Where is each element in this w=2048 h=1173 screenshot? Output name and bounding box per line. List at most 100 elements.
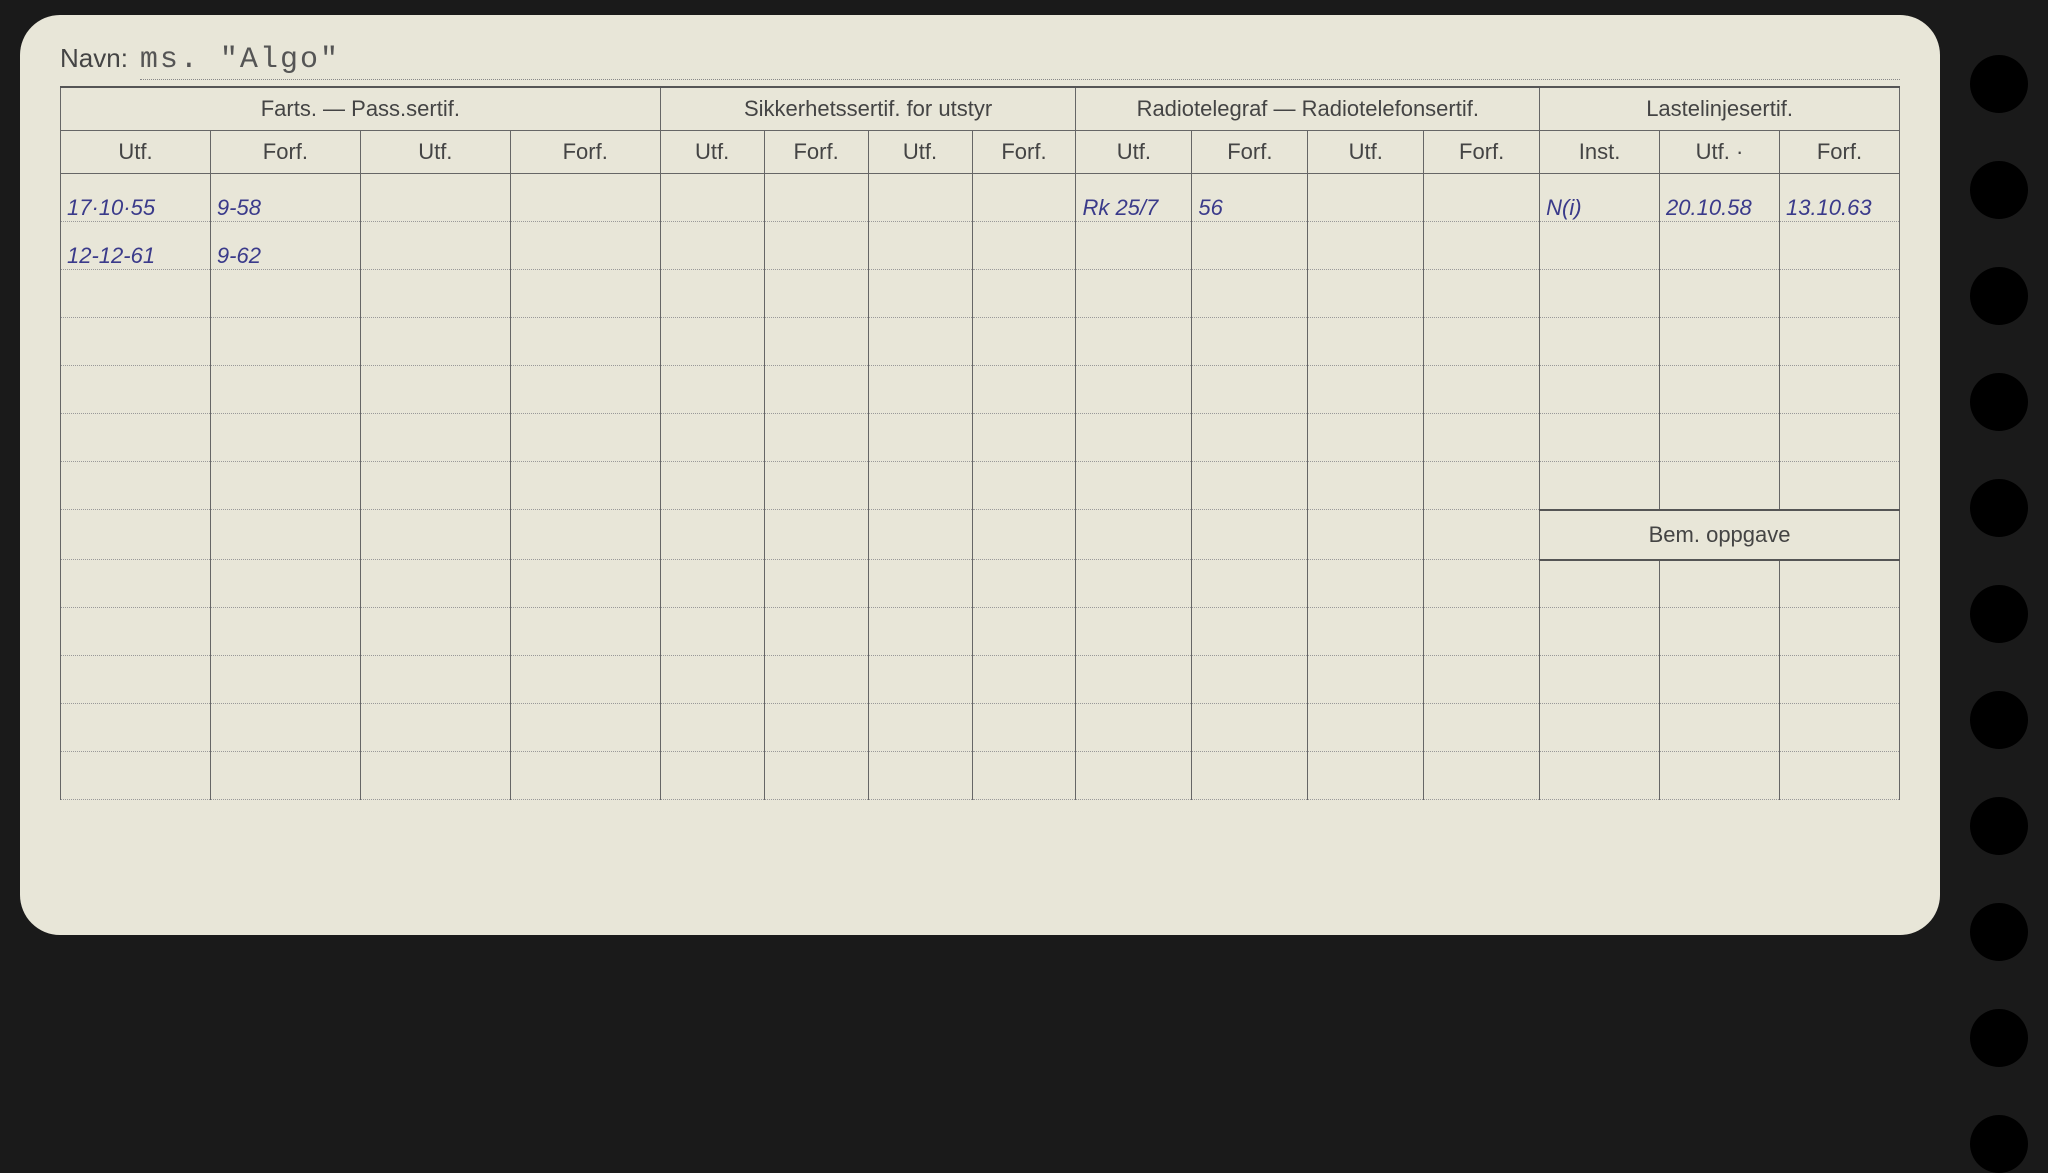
cell <box>61 366 211 414</box>
col-forf: Forf. <box>210 131 360 174</box>
punch-holes <box>1970 55 2028 1173</box>
cell <box>360 608 510 656</box>
cell <box>1308 174 1424 222</box>
header-row: Navn: ms. "Algo" <box>60 43 1900 88</box>
cell <box>972 462 1076 510</box>
cell <box>210 608 360 656</box>
col-utf: Utf. <box>1076 131 1192 174</box>
col-utf: Utf. <box>660 131 764 174</box>
cell: 13.10.63 <box>1779 174 1899 222</box>
cell: 9-62 <box>210 222 360 270</box>
table-row <box>61 560 1900 608</box>
col-forf: Forf. <box>1424 131 1540 174</box>
cell <box>61 656 211 704</box>
group-lastelinje: Lastelinjesertif. <box>1540 88 1900 131</box>
cell <box>868 704 972 752</box>
cell <box>660 270 764 318</box>
cell <box>510 318 660 366</box>
table-row <box>61 752 1900 800</box>
cell <box>660 704 764 752</box>
cell <box>510 462 660 510</box>
cell <box>1424 414 1540 462</box>
cell <box>510 656 660 704</box>
cell <box>1540 462 1660 510</box>
cell <box>1660 752 1780 800</box>
cell <box>510 510 660 560</box>
cell <box>764 656 868 704</box>
cell <box>660 560 764 608</box>
punch-hole <box>1970 691 2028 749</box>
cell <box>1779 462 1899 510</box>
cell <box>510 608 660 656</box>
cell <box>1779 318 1899 366</box>
cell <box>972 270 1076 318</box>
cell <box>868 414 972 462</box>
col-forf: Forf. <box>972 131 1076 174</box>
cell <box>1076 366 1192 414</box>
sub-header-row: Utf. Forf. Utf. Forf. Utf. Forf. Utf. Fo… <box>61 131 1900 174</box>
cell <box>210 510 360 560</box>
cell <box>61 608 211 656</box>
col-forf: Forf. <box>510 131 660 174</box>
cell <box>210 752 360 800</box>
cell <box>510 704 660 752</box>
col-inst: Inst. <box>1540 131 1660 174</box>
cell <box>1540 656 1660 704</box>
cell <box>360 510 510 560</box>
cell <box>1192 752 1308 800</box>
cell <box>1779 222 1899 270</box>
cell <box>1076 270 1192 318</box>
cell <box>1424 560 1540 608</box>
punch-hole <box>1970 161 2028 219</box>
cell <box>764 318 868 366</box>
cell <box>1779 752 1899 800</box>
cell <box>360 414 510 462</box>
cell <box>360 366 510 414</box>
cell <box>1779 560 1899 608</box>
cell <box>972 414 1076 462</box>
col-utf: Utf. <box>360 131 510 174</box>
col-utf-dot: Utf. · <box>1660 131 1780 174</box>
cell <box>510 222 660 270</box>
punch-hole <box>1970 55 2028 113</box>
punch-hole <box>1970 797 2028 855</box>
cell <box>1540 560 1660 608</box>
cell <box>1540 318 1660 366</box>
cell <box>360 222 510 270</box>
cell <box>210 318 360 366</box>
cell <box>1192 510 1308 560</box>
cell <box>1660 222 1780 270</box>
cell <box>210 270 360 318</box>
cell: 56 <box>1192 174 1308 222</box>
cell <box>61 510 211 560</box>
cell <box>1779 366 1899 414</box>
table-row <box>61 270 1900 318</box>
certificate-table: Farts. — Pass.sertif. Sikkerhetssertif. … <box>60 88 1900 800</box>
cell <box>1424 366 1540 414</box>
cell <box>210 560 360 608</box>
cell <box>1424 704 1540 752</box>
cell <box>1076 656 1192 704</box>
punch-hole <box>1970 903 2028 961</box>
table-row <box>61 414 1900 462</box>
col-utf: Utf. <box>868 131 972 174</box>
cell <box>360 704 510 752</box>
cell <box>1192 608 1308 656</box>
cell <box>868 366 972 414</box>
cell <box>360 318 510 366</box>
cell <box>1308 366 1424 414</box>
table-body: 17·10·559-58Rk 25/756N(i)20.10.5813.10.6… <box>61 174 1900 800</box>
cell <box>1660 318 1780 366</box>
col-utf: Utf. <box>61 131 211 174</box>
cell <box>61 462 211 510</box>
cell <box>1308 656 1424 704</box>
cell <box>1660 462 1780 510</box>
col-utf: Utf. <box>1308 131 1424 174</box>
cell <box>1308 318 1424 366</box>
cell <box>764 222 868 270</box>
cell <box>1076 318 1192 366</box>
cell <box>210 462 360 510</box>
cell <box>1308 704 1424 752</box>
cell <box>1192 462 1308 510</box>
cell <box>1424 656 1540 704</box>
